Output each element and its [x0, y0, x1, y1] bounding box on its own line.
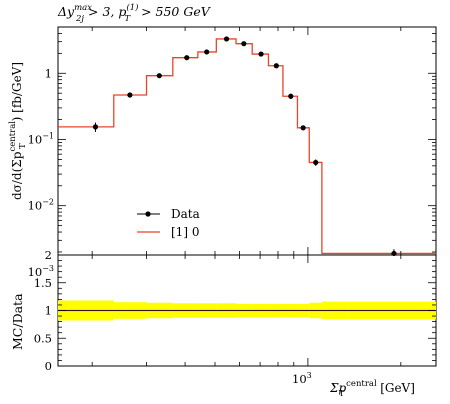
data-point	[313, 159, 319, 166]
main-ytick-label: 10−1	[28, 131, 54, 146]
legend-data-marker	[145, 211, 151, 217]
legend-data-label: Data	[171, 207, 200, 221]
ratio-ytick-label: 1.5	[34, 276, 52, 290]
data-point	[156, 73, 162, 79]
main-ytick-label: 10−2	[28, 198, 54, 213]
data-point	[241, 41, 247, 47]
x-axis-label: Σpcentral T [GeV]	[329, 379, 415, 399]
data-point	[288, 93, 294, 99]
data-point	[300, 125, 306, 131]
data-point	[204, 49, 210, 55]
data-point	[258, 51, 264, 57]
data-point	[92, 124, 99, 130]
ratio-layer	[58, 300, 436, 321]
ratio-ytick-label: 0	[45, 359, 52, 373]
ratio-ytick-label: 1	[45, 304, 52, 318]
main-ytick-label: 10−3	[28, 264, 54, 279]
data-point	[127, 92, 133, 98]
axes-layer: 1 10−1 10−2 10−3 103 0 0.5 1 1.5 2	[28, 26, 436, 386]
main-ytick-label: 1	[45, 66, 52, 80]
cut-label: Δymax 2j > 3, p(1) T > 550 GeV	[57, 2, 212, 24]
data-point	[391, 250, 397, 257]
data-point	[184, 55, 190, 61]
ratio-ytick-label: 2	[45, 248, 52, 262]
legend-mc-label: [1] 0	[171, 225, 199, 239]
ratio-ylabel: MC/Data	[10, 293, 25, 350]
main-ylabel: dσ/d(ΣpcentralT) [fb/GeV]	[8, 62, 28, 200]
data-point	[223, 36, 230, 42]
data-point	[273, 63, 279, 69]
ratio-xtick-label: 103	[292, 371, 312, 386]
legend: Data [1] 0	[137, 207, 200, 239]
main-layer	[58, 36, 436, 257]
mc-histogram-line	[58, 38, 436, 255]
main-panel-frame	[57, 26, 437, 256]
ratio-ytick-label: 0.5	[34, 331, 52, 345]
